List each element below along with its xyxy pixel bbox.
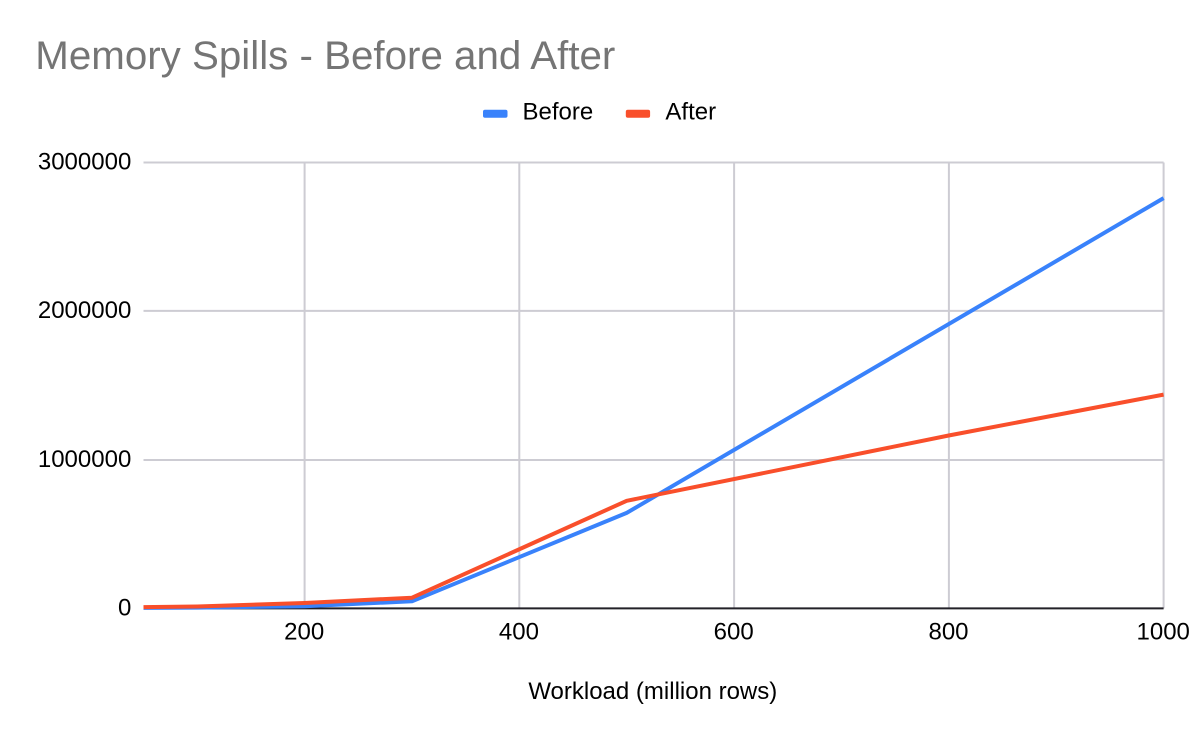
svg-text:400: 400 bbox=[499, 619, 539, 646]
svg-text:1000000: 1000000 bbox=[38, 446, 131, 473]
svg-text:2000000: 2000000 bbox=[38, 297, 131, 324]
svg-text:3000000: 3000000 bbox=[38, 149, 131, 176]
svg-text:200: 200 bbox=[284, 619, 324, 646]
svg-text:After: After bbox=[665, 99, 716, 126]
svg-text:0: 0 bbox=[118, 595, 131, 622]
svg-text:800: 800 bbox=[928, 619, 968, 646]
svg-text:600: 600 bbox=[714, 619, 754, 646]
svg-text:Memory Spills - Before and Aft: Memory Spills - Before and After bbox=[35, 33, 615, 78]
svg-text:1000: 1000 bbox=[1137, 619, 1190, 646]
svg-text:Before: Before bbox=[523, 99, 594, 126]
svg-text:Workload (million rows): Workload (million rows) bbox=[528, 678, 777, 705]
